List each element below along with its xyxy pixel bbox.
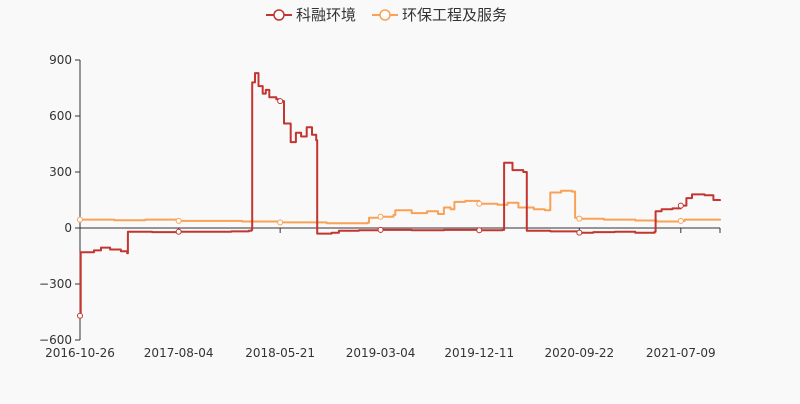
y-tick-label: −600 [39,333,72,347]
legend[interactable]: 科融环境 环保工程及服务 [266,6,507,24]
x-axis: 2016-10-26 2017-08-04 2018-05-21 2019-03-04… [45,227,721,360]
data-point[interactable] [77,312,83,319]
data-point[interactable] [377,213,384,220]
legend-marker-icon [273,9,285,21]
series-line[interactable] [79,72,721,317]
data-point[interactable] [677,202,684,209]
y-tick-label: 900 [49,53,72,67]
legend-item[interactable]: 环保工程及服务 [372,6,507,24]
x-tick-label: 2021-07-09 [646,346,716,360]
data-point[interactable] [277,98,284,105]
y-tick-label: −300 [39,277,72,291]
y-tick-label: 600 [49,109,72,123]
x-tick-label: 2017-08-04 [144,346,214,360]
data-point[interactable] [377,226,384,233]
y-tick-label: 300 [49,165,72,179]
x-tick-label: 2019-03-04 [346,346,416,360]
series-layer [77,72,721,319]
data-point[interactable] [77,216,83,223]
data-point[interactable] [175,228,182,235]
legend-item[interactable]: 科融环境 [266,6,356,24]
data-point[interactable] [476,200,483,207]
series-line[interactable] [80,189,721,225]
data-point[interactable] [576,215,583,222]
data-point[interactable] [576,229,583,236]
data-point[interactable] [677,217,684,224]
x-tick-label: 2019-12-11 [444,346,514,360]
x-tick-label: 2018-05-21 [245,346,315,360]
x-tick-label: 2016-10-26 [45,346,115,360]
x-tick-label: 2020-09-22 [544,346,614,360]
legend-marker-icon [379,9,391,21]
data-point[interactable] [277,219,284,226]
data-point[interactable] [476,227,483,234]
y-axis: −600 −300 0 300 600 900 [39,53,81,347]
legend-label: 环保工程及服务 [402,6,507,24]
y-tick-label: 0 [64,221,72,235]
legend-label: 科融环境 [296,6,356,24]
data-point[interactable] [175,217,182,224]
